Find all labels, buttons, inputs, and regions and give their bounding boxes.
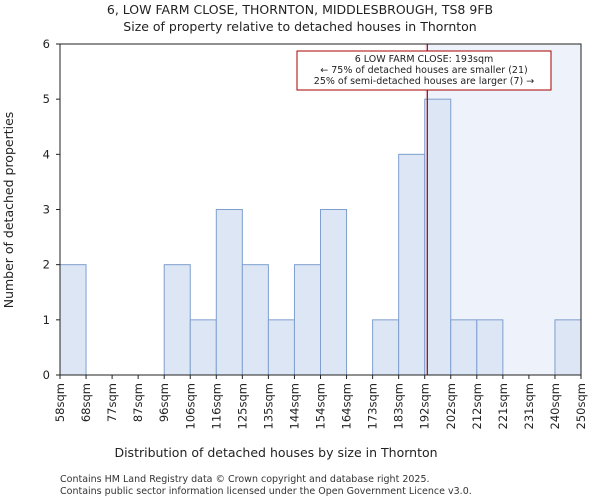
x-tick-label: 58sqm: [53, 383, 67, 422]
x-tick-label: 68sqm: [79, 383, 93, 422]
bar-135sqm: [267, 319, 295, 376]
x-tick-label: 240sqm: [548, 383, 562, 429]
bar-154sqm: [320, 209, 348, 376]
x-tick-label: 106sqm: [183, 383, 197, 429]
x-tick-label: 183sqm: [392, 383, 406, 429]
bar-116sqm: [215, 209, 243, 376]
x-tick-label: 164sqm: [340, 383, 354, 429]
y-tick-label: 2: [43, 258, 50, 272]
annotation-line-3: 25% of semi-detached houses are larger (…: [314, 76, 534, 87]
x-tick-label: 125sqm: [235, 383, 249, 429]
chart-subtitle: Size of property relative to detached ho…: [123, 19, 476, 34]
y-tick-label: 5: [43, 92, 50, 106]
bar-58sqm: [59, 264, 87, 376]
x-tick-label: 221sqm: [496, 383, 510, 429]
x-axis: 58sqm 68sqm 77sqm 87sqm 96sqm 106sqm 116sqm 125…: [53, 375, 588, 429]
bar-106sqm: [189, 319, 217, 376]
x-tick-label: 154sqm: [314, 383, 328, 429]
y-tick-label: 0: [43, 368, 50, 382]
bar-192sqm: [424, 98, 452, 376]
y-tick-label: 4: [43, 147, 50, 161]
x-tick-label: 202sqm: [444, 383, 458, 429]
bar-173sqm: [372, 319, 400, 376]
chart-title: 6, LOW FARM CLOSE, THORNTON, MIDDLESBROU…: [107, 2, 493, 17]
annotation-line-2: ← 75% of detached houses are smaller (21…: [320, 65, 527, 76]
x-tick-label: 144sqm: [287, 383, 301, 429]
bar-202sqm: [450, 319, 478, 376]
y-axis: 0 1 2 3 4 5 6: [43, 37, 60, 382]
bar-144sqm: [293, 264, 322, 376]
bar-183sqm: [398, 153, 426, 376]
x-tick-label: 192sqm: [418, 383, 432, 429]
bars: [59, 98, 582, 376]
y-tick-label: 6: [43, 37, 50, 51]
x-tick-label: 212sqm: [470, 383, 484, 429]
bar-96sqm: [163, 264, 191, 376]
bar-212sqm: [476, 319, 504, 376]
y-tick-label: 3: [43, 203, 50, 217]
x-tick-label: 87sqm: [131, 383, 145, 422]
y-tick-label: 1: [43, 313, 50, 327]
x-tick-label: 173sqm: [366, 383, 380, 429]
annotation-frame: [296, 50, 552, 91]
x-tick-label: 231sqm: [522, 383, 536, 429]
footer-line-1: Contains HM Land Registry data © Crown c…: [60, 474, 430, 485]
annotation-box: 6 LOW FARM CLOSE: 193sqm ← 75% of detach…: [296, 50, 552, 91]
x-tick-label: 250sqm: [574, 383, 588, 429]
x-tick-label: 96sqm: [157, 383, 171, 422]
x-tick-label: 116sqm: [209, 383, 223, 429]
footer-line-2: Contains public sector information licen…: [60, 486, 472, 497]
x-axis-label: Distribution of detached houses by size …: [114, 445, 437, 460]
annotation-line-1: 6 LOW FARM CLOSE: 193sqm: [355, 54, 494, 65]
bar-240sqm: [554, 319, 582, 376]
x-tick-label: 77sqm: [105, 383, 119, 422]
bar-125sqm: [241, 264, 269, 376]
y-axis-label: Number of detached properties: [1, 112, 16, 309]
x-tick-label: 135sqm: [261, 383, 275, 429]
